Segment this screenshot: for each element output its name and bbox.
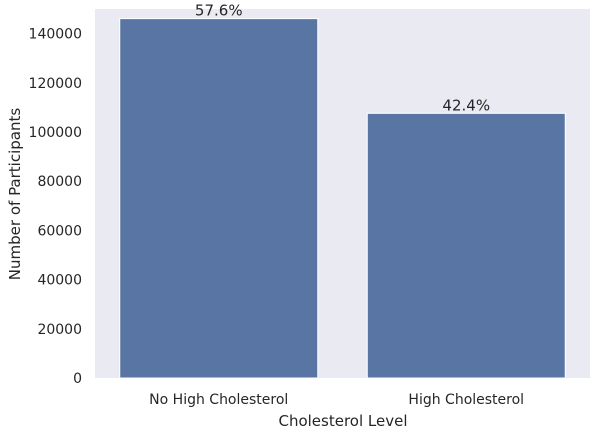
y-tick-label: 0 [73, 371, 82, 387]
bar-no-high-cholesterol [119, 18, 319, 379]
y-axis-ticks: 0 20000 40000 60000 80000 100000 120000 140000 [29, 27, 82, 387]
y-tick-label: 60000 [37, 223, 82, 239]
y-tick-label: 20000 [37, 322, 82, 338]
x-tick-label: High Cholesterol [408, 392, 524, 408]
y-tick-label: 140000 [29, 27, 82, 43]
data-labels-group: 57.6% 42.4% [195, 2, 490, 115]
x-axis-ticks: No High Cholesterol High Cholesterol [149, 392, 524, 408]
data-label: 57.6% [195, 2, 243, 20]
bars-group [119, 18, 566, 379]
y-tick-label: 80000 [37, 174, 82, 190]
x-tick-label: No High Cholesterol [149, 392, 288, 408]
y-axis-title: Number of Participants [6, 108, 24, 281]
x-axis-title: Cholesterol Level [278, 412, 407, 430]
data-label: 42.4% [442, 96, 490, 114]
y-tick-label: 40000 [37, 273, 82, 289]
y-tick-label: 120000 [29, 76, 82, 92]
bar-high-cholesterol [366, 112, 566, 379]
y-tick-label: 100000 [29, 125, 82, 141]
